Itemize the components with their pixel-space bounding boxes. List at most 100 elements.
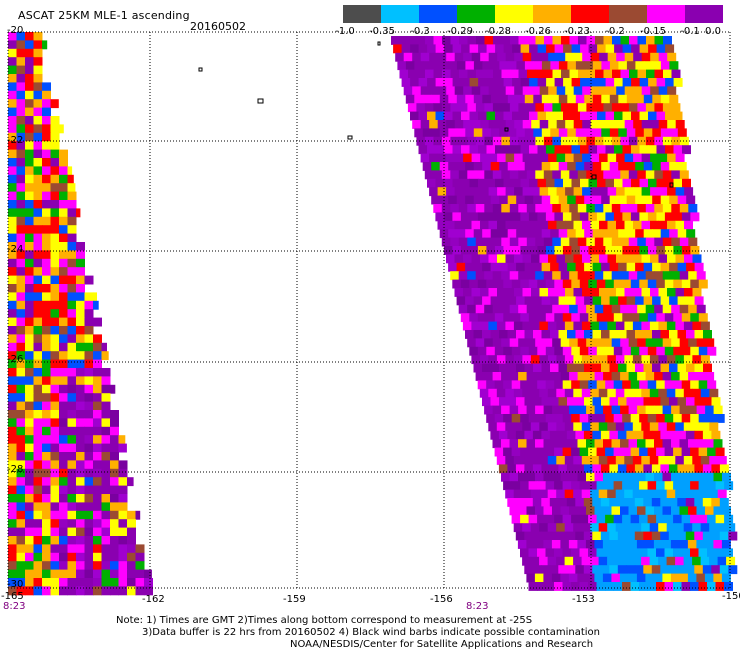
swath-cell — [545, 548, 555, 558]
swath-cell — [429, 187, 439, 197]
swath-cell — [645, 439, 655, 449]
swath-cell — [571, 111, 581, 121]
swath-cell — [33, 384, 43, 394]
swath-cell — [643, 229, 653, 239]
swath-cell — [664, 548, 674, 558]
swath-cell — [548, 86, 558, 96]
swath-cell — [490, 397, 500, 407]
swath-cell — [16, 158, 26, 167]
swath-cell — [713, 405, 723, 415]
swath-cell — [515, 531, 525, 541]
swath-cell — [662, 103, 672, 113]
swath-cell — [8, 317, 17, 327]
swath-cell — [469, 145, 479, 155]
swath-cell — [639, 78, 649, 87]
swath-cell — [677, 363, 687, 373]
swath-cell — [603, 237, 613, 247]
swath-cell — [501, 170, 511, 180]
swath-cell — [554, 447, 564, 457]
swath-cell — [686, 195, 696, 205]
swath-cell — [622, 246, 632, 255]
swath-cell — [594, 506, 604, 516]
swath-cell — [617, 464, 627, 474]
swath-cell — [634, 430, 644, 440]
swath-cell — [583, 531, 593, 541]
swath-cell — [469, 346, 479, 356]
swath-cell — [33, 116, 43, 125]
swath-cell — [101, 393, 111, 403]
swath-cell — [549, 464, 559, 474]
swath-cell — [50, 477, 60, 487]
swath-cell — [548, 288, 557, 297]
swath-cell — [684, 220, 693, 230]
swath-cell — [25, 200, 34, 209]
swath-cell — [76, 561, 85, 571]
swath-cell — [33, 376, 43, 386]
swath-cell — [575, 61, 585, 71]
swath-cell — [624, 52, 634, 62]
swath-cell — [581, 456, 591, 465]
swath-cell — [584, 397, 593, 407]
swath-cell — [505, 86, 515, 96]
swath-cell — [501, 136, 511, 146]
swath-cell — [505, 456, 515, 465]
swath-cell — [648, 145, 657, 155]
swath-cell — [654, 338, 664, 348]
swath-cell — [462, 321, 472, 331]
swath-cell — [571, 582, 580, 591]
swath-cell — [681, 212, 691, 222]
swath-cell — [615, 355, 625, 365]
swath-cell — [675, 355, 685, 365]
swath-cell — [67, 393, 77, 403]
swath-cell — [575, 565, 585, 575]
swath-cell — [50, 460, 60, 470]
swath-cell — [605, 582, 614, 591]
swath-cell — [59, 578, 68, 587]
swath-cell — [552, 103, 562, 113]
swath-cell — [641, 556, 651, 566]
swath-cell — [418, 145, 428, 155]
island-outline — [198, 67, 203, 72]
swath-cell — [67, 485, 77, 495]
swath-cell — [622, 313, 632, 323]
swath-cell — [560, 472, 570, 482]
swath-cell — [558, 397, 568, 407]
colorbar-swatch — [381, 5, 420, 23]
swath-cell — [543, 103, 553, 113]
swath-cell — [578, 69, 587, 79]
swath-cell — [520, 514, 530, 524]
swath-cell — [660, 162, 670, 171]
swath-cell — [433, 204, 443, 213]
swath-cell — [67, 384, 77, 394]
swath-cell — [110, 586, 119, 596]
swath-cell — [50, 242, 60, 251]
swath-cell — [16, 258, 26, 268]
swath-cell — [573, 220, 583, 230]
swath-cell — [50, 317, 60, 327]
swath-cell — [488, 321, 498, 331]
swath-cell — [110, 502, 119, 512]
swath-cell — [702, 464, 712, 474]
swath-cell — [450, 271, 460, 281]
swath-cell — [668, 464, 678, 474]
swath-cell — [67, 510, 77, 520]
swath-cell — [469, 111, 479, 121]
swath-cell — [573, 86, 583, 96]
swath-cell — [683, 321, 693, 331]
swath-cell — [567, 229, 577, 239]
swath-cell — [50, 426, 60, 436]
swath-cell — [628, 573, 638, 583]
swath-cell — [391, 36, 400, 45]
swath-cell — [658, 288, 668, 297]
swath-cell — [522, 120, 532, 129]
swath-cell — [675, 523, 685, 533]
swath-cell — [110, 536, 119, 545]
swath-cell — [715, 447, 725, 457]
swath-cell — [84, 426, 94, 436]
swath-cell — [671, 304, 681, 314]
swath-cell — [144, 578, 153, 587]
swath-cell — [33, 368, 43, 377]
swath-cell — [509, 304, 519, 314]
swath-cell — [650, 220, 659, 230]
swath-cell — [93, 317, 102, 327]
